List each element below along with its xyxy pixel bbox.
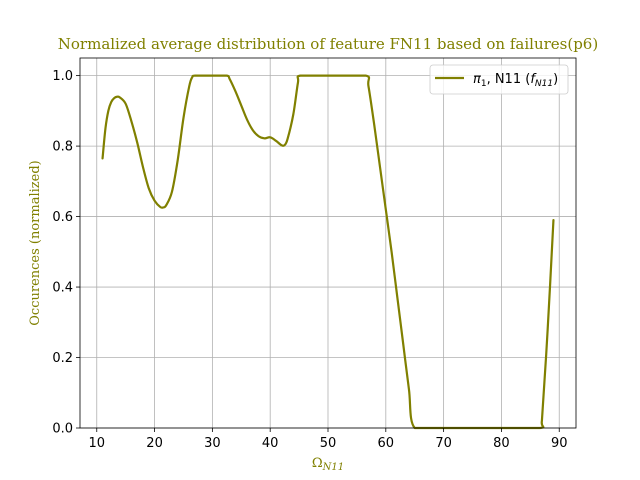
chart-title: Normalized average distribution of featu… [58, 35, 598, 53]
legend-f-subscript: N11 [535, 79, 553, 89]
legend-f: f [530, 72, 537, 87]
y-tick-label: 0.0 [52, 422, 73, 437]
legend-box [429, 64, 569, 95]
grid [80, 58, 576, 429]
legend-pi: π [473, 72, 481, 87]
legend: π1, N11 (fN11) [429, 64, 569, 95]
x-tick-label: 90 [551, 436, 568, 451]
y-tick-label: 1.0 [52, 69, 73, 84]
x-tick-label: 60 [378, 436, 395, 451]
x-tick-label: 10 [88, 436, 105, 451]
series-line [101, 74, 555, 430]
x-axis-label-subscript: N11 [322, 462, 344, 473]
x-tick-label: 40 [262, 436, 279, 451]
series-layer [101, 74, 555, 430]
y-tick-label: 0.2 [52, 351, 73, 366]
y-axis-label: Occurences (normalized) [28, 160, 43, 325]
y-tick-label: 0.4 [52, 281, 73, 296]
x-tick-label: 30 [204, 436, 221, 451]
x-axis-label-main: Ω [312, 456, 323, 471]
x-axis-label: ΩN11 [312, 456, 344, 473]
legend-close: ) [553, 72, 558, 87]
legend-label-series-1: π1, N11 (fN11) [473, 72, 558, 89]
x-tick-label: 80 [493, 436, 510, 451]
x-tick-label: 20 [146, 436, 163, 451]
y-tick-label: 0.6 [52, 210, 73, 225]
x-tick-label: 70 [435, 436, 452, 451]
legend-mid: , N11 ( [487, 72, 531, 87]
x-tick-label: 50 [320, 436, 337, 451]
y-tick-label: 0.8 [52, 140, 73, 155]
ticks: 10 20 30 40 50 60 70 80 90 0.0 0.2 0.4 0.6 0.8 1.0 [52, 69, 567, 451]
legend-pi-subscript: 1 [481, 79, 487, 89]
